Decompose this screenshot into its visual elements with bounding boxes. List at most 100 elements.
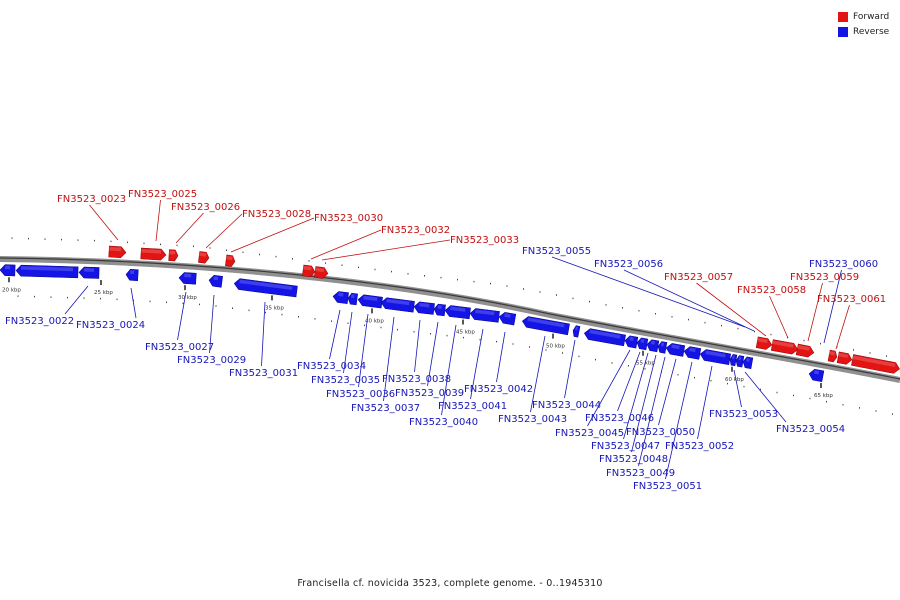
gene-label[interactable]: FN3523_0041 [438, 401, 507, 412]
genome-backbone-highlight [0, 257, 900, 380]
reverse-gene-feature[interactable] [0, 264, 16, 277]
reverse-gene-feature[interactable] [413, 301, 435, 315]
gene-label[interactable]: FN3523_0049 [606, 468, 675, 479]
gene-label[interactable]: FN3523_0042 [464, 384, 533, 395]
reverse-gene-feature[interactable] [233, 278, 298, 298]
gene-arrow [357, 294, 383, 309]
gene-label[interactable]: FN3523_0050 [626, 427, 695, 438]
gene-label[interactable]: FN3523_0032 [381, 225, 450, 236]
gene-arrow-shine [732, 355, 735, 360]
gene-label[interactable]: FN3523_0046 [585, 413, 654, 424]
forward-gene-feature[interactable] [168, 249, 179, 262]
gene-label[interactable]: FN3523_0052 [665, 441, 734, 452]
reverse-gene-feature[interactable] [742, 356, 754, 370]
gene-label[interactable]: FN3523_0060 [809, 259, 878, 270]
scale-ticks: 20 kbp 25 kbp 30 kbp 35 kbp 40 kbp 45 kbp 50 k… [2, 237, 893, 415]
reverse-gene-feature[interactable] [699, 349, 732, 366]
gene-label[interactable]: FN3523_0028 [242, 209, 311, 220]
gene-leader-line [769, 295, 789, 339]
reverse-gene-feature[interactable] [433, 303, 446, 317]
gene-label[interactable]: FN3523_0029 [177, 355, 246, 366]
genome-backbone [0, 256, 900, 383]
reverse-gene-feature[interactable] [78, 266, 100, 279]
forward-gene-feature[interactable] [140, 247, 167, 261]
reverse-gene-feature[interactable] [498, 311, 517, 326]
reverse-gene-feature[interactable] [521, 316, 570, 336]
reverse-gene-feature[interactable] [444, 305, 471, 320]
forward-gene-feature[interactable] [827, 349, 838, 363]
gene-label[interactable]: FN3523_0053 [709, 409, 778, 420]
gene-label[interactable]: FN3523_0037 [351, 403, 420, 414]
gene-label[interactable]: FN3523_0024 [76, 320, 145, 331]
gene-label[interactable]: FN3523_0048 [599, 454, 668, 465]
gene-leader-line [343, 311, 353, 374]
gene-label[interactable]: FN3523_0055 [522, 246, 591, 257]
reverse-gene-feature[interactable] [125, 269, 139, 282]
reverse-gene-feature[interactable] [178, 272, 197, 285]
forward-gene-feature[interactable] [314, 266, 329, 280]
gene-label[interactable]: FN3523_0023 [57, 194, 126, 205]
gene-leader-line [733, 369, 742, 408]
gene-label[interactable]: FN3523_0026 [171, 202, 240, 213]
reverse-gene-feature[interactable] [469, 308, 500, 323]
forward-gene-feature[interactable] [302, 264, 316, 278]
forward-gene-feature[interactable] [108, 245, 127, 259]
gene-label[interactable]: FN3523_0045 [555, 428, 624, 439]
gene-label[interactable]: FN3523_0022 [5, 316, 74, 327]
legend-reverse: Reverse [838, 24, 889, 39]
reverse-gene-feature[interactable] [808, 368, 825, 383]
reverse-gene-feature[interactable] [735, 355, 745, 368]
reverse-gene-feature[interactable] [380, 297, 415, 313]
gene-label[interactable]: FN3523_0027 [145, 342, 214, 353]
gene-label[interactable]: FN3523_0061 [817, 294, 886, 305]
gene-label[interactable]: FN3523_0030 [314, 213, 383, 224]
gene-label[interactable]: FN3523_0058 [737, 285, 806, 296]
reverse-gene-feature[interactable] [683, 346, 702, 360]
gene-label[interactable]: FN3523_0056 [594, 259, 663, 270]
gene-label[interactable]: FN3523_0047 [591, 441, 660, 452]
gene-label[interactable]: FN3523_0039 [395, 388, 464, 399]
reverse-gene-feature[interactable] [729, 354, 738, 367]
reverse-gene-feature[interactable] [15, 264, 79, 279]
reverse-gene-feature[interactable] [208, 275, 223, 288]
forward-gene-feature[interactable] [198, 251, 210, 264]
gene-label[interactable]: FN3523_0035 [311, 375, 380, 386]
reverse-gene-feature[interactable] [657, 341, 668, 354]
reverse-gene-feature[interactable] [646, 339, 660, 353]
gene-leader-line [587, 349, 631, 427]
gene-label[interactable]: FN3523_0031 [229, 368, 298, 379]
gene-arrow [636, 337, 649, 351]
gene-label[interactable]: FN3523_0057 [664, 272, 733, 283]
reverse-gene-feature[interactable] [624, 335, 639, 349]
gene-arrow-shine [640, 338, 645, 343]
gene-label[interactable]: FN3523_0025 [128, 189, 197, 200]
gene-arrow-shine [239, 279, 293, 290]
gene-label[interactable]: FN3523_0051 [633, 481, 702, 492]
gene-label[interactable]: FN3523_0040 [409, 417, 478, 428]
reverse-gene-feature[interactable] [665, 342, 686, 357]
gene-label[interactable]: FN3523_0033 [450, 235, 519, 246]
forward-gene-feature[interactable] [836, 351, 853, 365]
reverse-gene-feature[interactable] [572, 325, 581, 338]
reverse-gene-feature[interactable] [636, 337, 649, 351]
reverse-gene-feature[interactable] [583, 328, 626, 347]
gene-arrow [78, 266, 100, 279]
gene-label[interactable]: FN3523_0059 [790, 272, 859, 283]
gene-label[interactable]: FN3523_0044 [532, 400, 601, 411]
forward-gene-feature[interactable] [770, 339, 799, 355]
gene-label[interactable]: FN3523_0054 [776, 424, 845, 435]
forward-gene-feature[interactable] [755, 336, 773, 350]
gene-leader-line [530, 335, 546, 413]
forward-gene-feature[interactable] [225, 254, 236, 267]
gene-leader-line [321, 239, 451, 261]
reverse-gene-feature[interactable] [347, 292, 358, 306]
reverse-gene-feature[interactable] [332, 291, 349, 304]
forward-gene-feature[interactable] [851, 354, 900, 375]
forward-gene-feature[interactable] [795, 343, 815, 358]
gene-label[interactable]: FN3523_0036 [326, 389, 395, 400]
gene-leader-line [64, 285, 89, 315]
gene-label[interactable]: FN3523_0038 [382, 374, 451, 385]
reverse-gene-feature[interactable] [357, 294, 383, 309]
gene-label[interactable]: FN3523_0043 [498, 414, 567, 425]
gene-label[interactable]: FN3523_0034 [297, 361, 366, 372]
